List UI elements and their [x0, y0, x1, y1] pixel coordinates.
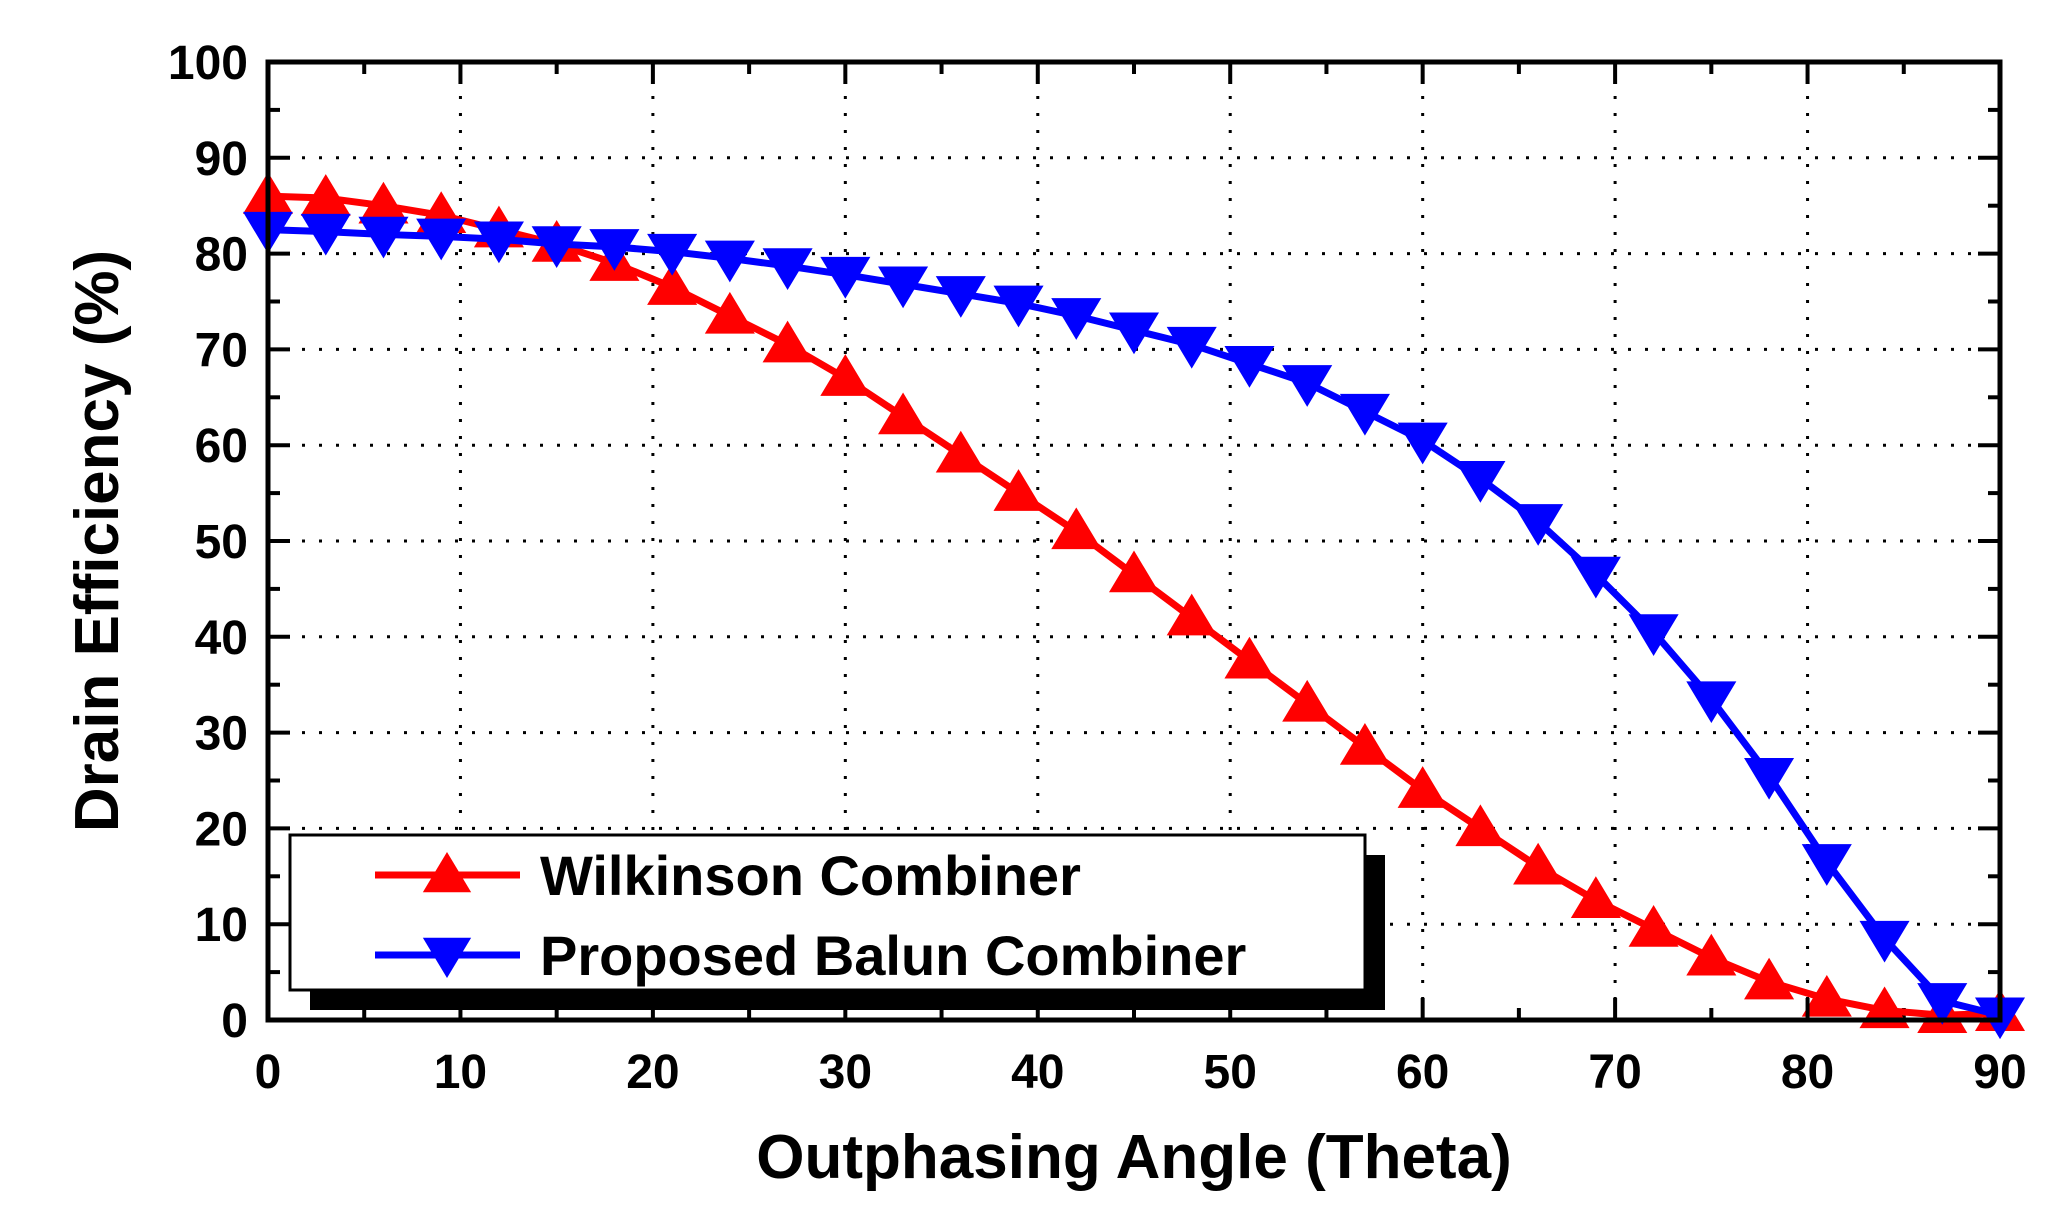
x-tick-label: 50 — [1204, 1046, 1257, 1099]
legend: Wilkinson Combiner Proposed Balun Combin… — [288, 833, 1385, 1010]
data-point-balun — [473, 221, 524, 264]
data-point-balun — [1166, 326, 1217, 369]
data-point-balun — [1686, 681, 1737, 724]
data-point-balun — [358, 216, 409, 259]
data-point-wilkinson — [1570, 876, 1621, 918]
x-tick-label: 40 — [1011, 1046, 1064, 1099]
x-tick-label: 10 — [434, 1046, 487, 1099]
data-point-balun — [300, 213, 351, 256]
data-point-balun — [704, 240, 755, 283]
data-point-balun — [1917, 983, 1968, 1025]
y-tick-label: 70 — [195, 324, 248, 377]
legend-marker-balun — [422, 937, 472, 978]
series-layer — [242, 172, 2026, 1040]
data-point-balun — [1455, 460, 1506, 503]
y-axis-title: Drain Efficiency (%) — [63, 250, 132, 832]
data-point-wilkinson — [993, 469, 1044, 511]
legend-marker-wilkinson — [422, 852, 472, 893]
data-point-balun — [1339, 393, 1390, 436]
y-tick-label: 10 — [195, 899, 248, 952]
data-point-balun — [1224, 346, 1275, 388]
x-tick-label: 70 — [1588, 1046, 1641, 1099]
y-tick-label: 60 — [195, 420, 248, 473]
data-point-balun — [1570, 556, 1621, 599]
data-point-wilkinson — [1455, 804, 1506, 847]
y-tick-label: 30 — [195, 708, 248, 761]
data-point-balun — [647, 233, 698, 276]
data-point-balun — [820, 256, 871, 299]
legend-label-wilkinson: Wilkinson Combiner — [540, 844, 1081, 907]
data-point-wilkinson — [1397, 766, 1448, 808]
data-point-wilkinson — [1166, 593, 1217, 636]
y-tick-label: 50 — [195, 516, 248, 569]
y-tick-label: 40 — [195, 612, 248, 665]
x-tick-label: 20 — [626, 1046, 679, 1099]
y-tick-label: 20 — [195, 803, 248, 856]
x-axis-title: Outphasing Angle (Theta) — [756, 1123, 1511, 1192]
data-point-balun — [1397, 422, 1448, 465]
x-axis-ticks: 0 10 20 30 40 50 60 70 80 90 — [255, 62, 2027, 1099]
data-point-wilkinson — [1051, 507, 1102, 550]
data-point-wilkinson — [647, 263, 698, 305]
data-point-balun — [1744, 757, 1795, 800]
data-point-wilkinson — [820, 354, 871, 396]
data-point-balun — [762, 248, 813, 291]
data-point-balun — [993, 285, 1044, 328]
data-point-balun — [416, 218, 467, 261]
grid-lines — [268, 62, 2000, 1020]
data-point-wilkinson — [1628, 905, 1679, 947]
data-point-balun — [1282, 365, 1333, 407]
data-point-balun — [589, 229, 640, 271]
legend-box — [288, 833, 1367, 992]
data-point-wilkinson — [1744, 957, 1795, 1000]
data-point-balun — [1628, 614, 1679, 656]
data-point-wilkinson — [1339, 722, 1390, 765]
data-point-wilkinson — [878, 392, 929, 435]
data-point-wilkinson — [1224, 636, 1275, 679]
data-point-wilkinson — [1108, 550, 1160, 593]
x-tick-label: 30 — [819, 1046, 872, 1099]
data-point-balun — [1859, 920, 1910, 963]
data-point-balun — [935, 276, 986, 318]
data-point-wilkinson — [1282, 679, 1333, 722]
data-point-wilkinson — [704, 291, 755, 334]
data-point-wilkinson — [1513, 842, 1564, 885]
data-point-balun — [531, 226, 582, 268]
x-tick-label: 0 — [255, 1046, 282, 1099]
x-tick-label: 80 — [1781, 1046, 1834, 1099]
data-point-wilkinson — [935, 430, 986, 473]
data-point-balun — [1108, 312, 1160, 355]
x-tick-label: 90 — [1973, 1046, 2026, 1099]
y-tick-label: 0 — [221, 995, 248, 1048]
y-tick-label: 100 — [168, 37, 248, 90]
y-tick-label: 80 — [195, 229, 248, 282]
data-point-balun — [1801, 844, 1852, 886]
y-tick-label: 90 — [195, 133, 248, 186]
data-point-balun — [1051, 298, 1102, 340]
data-point-wilkinson — [1801, 974, 1852, 1017]
data-point-balun — [878, 266, 929, 309]
x-tick-label: 60 — [1396, 1046, 1449, 1099]
legend-label-balun: Proposed Balun Combiner — [540, 924, 1246, 987]
data-point-balun — [1513, 504, 1564, 546]
data-point-wilkinson — [762, 320, 813, 363]
y-axis-ticks: 0 10 20 30 40 50 60 70 80 90 100 — [168, 37, 2000, 1048]
data-point-wilkinson — [1686, 933, 1737, 976]
